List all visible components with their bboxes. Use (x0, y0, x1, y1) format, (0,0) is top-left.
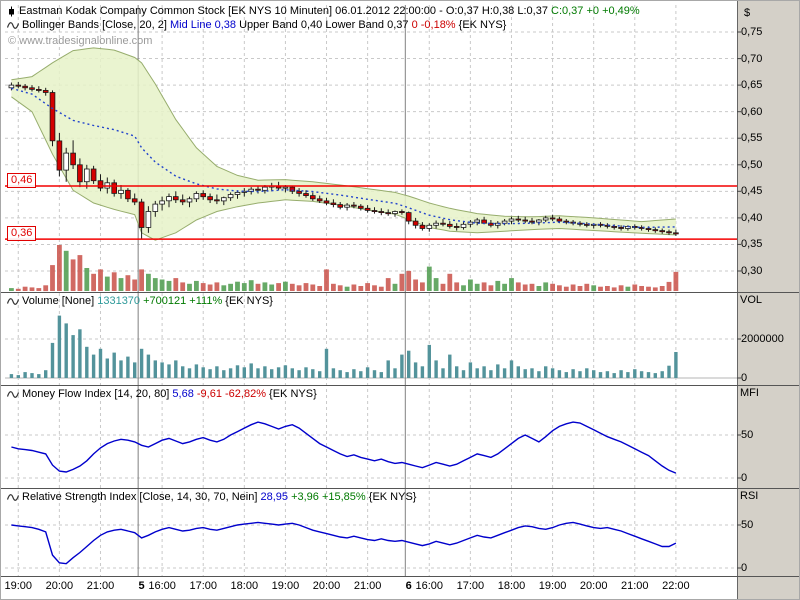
header-segment: +700121 +111% (143, 295, 226, 307)
header-segment: 0 -0,18% (411, 19, 459, 31)
y-tick-label: 50 (741, 429, 754, 441)
price-scale-column[interactable] (737, 1, 799, 599)
x-tick-label: 16:00 (148, 580, 176, 592)
candlestick-icon (9, 6, 14, 17)
rsi-axis-unit: RSI (740, 490, 759, 502)
header-segment: O:0,37 H:0,38 L:0,37 (445, 5, 551, 17)
x-tick-label: 21:00 (621, 580, 649, 592)
header-segment: {EK NYS} (458, 19, 507, 31)
y-tick-label: 0,55 (741, 132, 763, 144)
volume-header-text: Volume [None] 1331370 +700121 +111% {EK … (22, 295, 273, 308)
x-tick-label: 18:00 (230, 580, 259, 592)
mfi-line (11, 421, 677, 474)
header-segment: Lower Band 0,37 (325, 19, 412, 31)
indicator-icon (7, 22, 19, 29)
rsi-header-text: Relative Strength Index [Close, 14, 30, … (22, 491, 416, 504)
header-segment: Mid Line 0,38 (169, 19, 240, 31)
header-segment: Upper Band 0,40 (239, 19, 326, 31)
header-segment: +3,96 +15,85% (291, 491, 369, 503)
header-segment: C:0,37 +0 +0,49% (551, 5, 640, 17)
x-tick-label: 19:00 (271, 580, 300, 592)
x-tick-label: 19:00 (538, 580, 567, 592)
bollinger-header-text: Bollinger Bands [Close, 20, 2] Mid Line … (22, 19, 506, 32)
header-segment: {EK NYS} (368, 491, 417, 503)
rsi-header[interactable]: Relative Strength Index [Close, 14, 30, … (7, 491, 416, 504)
header-segment: 06.01.2012 22:00:00 - (335, 5, 446, 17)
y-tick-label: 50 (741, 519, 754, 531)
header-segment: Volume [None] (22, 295, 98, 307)
y-tick-label: 0 (741, 372, 748, 384)
candles (8, 81, 679, 240)
price-header-text: Eastman Kodak Company Common Stock [EK N… (19, 5, 640, 18)
watermark: © www.tradesignalonline.com (8, 35, 153, 47)
x-tick-label: 22:00 (662, 580, 690, 592)
price-level-label: 0,36 (7, 226, 37, 241)
price-header[interactable]: Eastman Kodak Company Common Stock [EK N… (7, 5, 640, 18)
y-tick-label: 0,75 (741, 26, 763, 38)
y-tick-label: 0,35 (741, 238, 763, 250)
volume-header[interactable]: Volume [None] 1331370 +700121 +111% {EK … (7, 295, 273, 308)
price-volume-overlay (9, 245, 679, 292)
price-axis-unit: $ (744, 7, 751, 19)
x-tick-label: 21:00 (86, 580, 115, 592)
price-levels (5, 185, 737, 240)
header-segment: Money Flow Index [14, 20, 80] (22, 388, 173, 400)
y-tick-label: 0,70 (741, 53, 763, 65)
gridlines (5, 5, 737, 576)
y-tick-label: 0,30 (741, 265, 763, 277)
x-tick-label: 21:00 (353, 580, 382, 592)
x-tick-label: 17:00 (456, 580, 485, 592)
x-tick-label: 18:00 (497, 580, 526, 592)
header-segment: Relative Strength Index [Close, 14, 30, … (22, 491, 261, 503)
y-tick-label: 0,45 (741, 185, 763, 197)
y-tick-label: 0 (741, 472, 748, 484)
y-tick-label: 0,50 (741, 159, 763, 171)
header-segment: Eastman Kodak Company Common Stock [EK N… (19, 5, 336, 17)
volume-axis-unit: VOL (740, 294, 763, 306)
x-tick-label: 20:00 (45, 580, 74, 592)
header-segment: {EK NYS} (225, 295, 273, 307)
y-tick-label: 0,40 (741, 212, 763, 224)
axis-ticks (737, 31, 741, 569)
y-tick-label: 2000000 (741, 333, 784, 345)
volume-bars (9, 315, 678, 379)
x-tick-label: 6 (405, 580, 412, 592)
panel-separators (1, 292, 799, 577)
header-segment: 1331370 (97, 295, 144, 307)
indicator-icon (7, 391, 19, 398)
indicator-icon (7, 298, 19, 305)
header-segment: -9,61 -62,82% (196, 388, 270, 400)
time-axis[interactable]: 19:00 20:00 21:00 5 16:00 17:00 18:00 19:00 20:0… (1, 577, 737, 599)
x-tick-label: 20:00 (579, 580, 608, 592)
mfi-header[interactable]: Money Flow Index [14, 20, 80] 5,68 -9,61… (7, 388, 317, 401)
y-tick-label: 0,65 (741, 79, 763, 91)
header-segment: Bollinger Bands [Close, 20, 2] (22, 19, 170, 31)
mfi-header-text: Money Flow Index [14, 20, 80] 5,68 -9,61… (22, 388, 317, 401)
indicator-icon (7, 494, 19, 501)
header-segment: 28,95 (260, 491, 292, 503)
bollinger-header[interactable]: Bollinger Bands [Close, 20, 2] Mid Line … (7, 19, 506, 32)
x-tick-label: 16:00 (415, 580, 444, 592)
x-tick-label: 20:00 (312, 580, 341, 592)
header-segment: 5,68 (172, 388, 197, 400)
y-tick-label: 0,60 (741, 106, 763, 118)
rsi-line (11, 521, 677, 565)
mfi-axis-unit: MFI (740, 387, 759, 399)
price-level-label: 0,46 (7, 173, 37, 188)
x-tick-label: 17:00 (189, 580, 217, 592)
x-tick-label: 19:00 (4, 580, 33, 592)
bollinger-mid-line (11, 87, 676, 229)
header-segment: {EK NYS} (269, 388, 317, 400)
y-tick-label: 0 (741, 562, 748, 574)
bollinger-band (11, 47, 676, 241)
x-tick-label: 5 (138, 580, 145, 592)
